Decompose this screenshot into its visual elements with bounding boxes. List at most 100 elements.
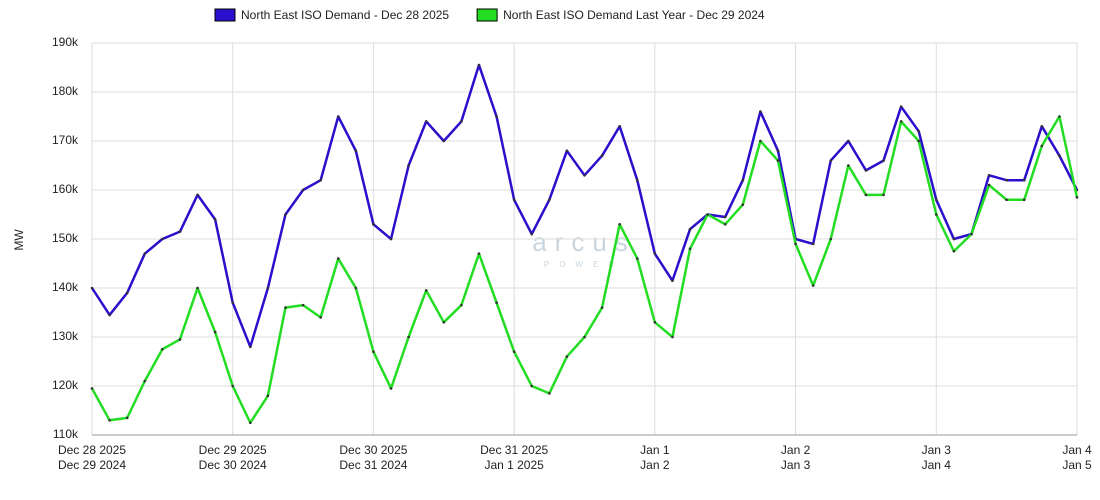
series-point [389, 387, 393, 390]
series-point [1005, 178, 1008, 182]
series-point [1040, 144, 1044, 148]
series-point [688, 227, 692, 231]
y-tick-label: 150k [52, 231, 79, 245]
series-point [723, 215, 727, 219]
series-point [583, 174, 586, 177]
x-tick-label: Jan 2 [781, 443, 811, 457]
x-tick-label-last-year: Jan 1 2025 [484, 458, 544, 472]
y-tick-label: 160k [52, 182, 79, 196]
series-point [706, 213, 709, 216]
series-point [161, 347, 164, 351]
x-tick-label: Dec 29 2025 [199, 443, 267, 457]
x-tick-label: Dec 30 2025 [339, 443, 407, 457]
series-point [442, 321, 446, 324]
x-tick-label-last-year: Dec 31 2024 [339, 458, 407, 472]
series-point [495, 115, 498, 118]
series-point [213, 330, 217, 334]
series-point [565, 355, 569, 358]
series-point [178, 230, 182, 233]
series-point [548, 392, 551, 395]
legend-label: North East ISO Demand - Dec 28 2025 [241, 8, 449, 22]
series-point [495, 301, 498, 305]
series-point [1058, 154, 1061, 157]
series-point [354, 286, 358, 290]
x-tick-label-last-year: Jan 2 [640, 458, 670, 472]
series-point [864, 193, 868, 197]
series-point [794, 242, 797, 246]
y-axis-label: MW [12, 229, 26, 251]
series-point [829, 237, 833, 241]
series-point [336, 257, 340, 260]
series-point [653, 321, 657, 324]
series-point [424, 120, 428, 123]
series-point [284, 213, 287, 216]
legend-label: North East ISO Demand Last Year - Dec 29… [503, 8, 765, 22]
series-point [266, 286, 270, 290]
series-point [424, 289, 428, 292]
series-point [1022, 198, 1026, 202]
series-point [548, 198, 551, 202]
series-point [90, 387, 94, 390]
series-point [847, 139, 850, 143]
series-point [354, 149, 358, 153]
y-tick-label: 140k [52, 280, 79, 294]
series-point [301, 303, 305, 307]
series-point [635, 178, 639, 182]
x-tick-label-last-year: Dec 30 2024 [199, 458, 267, 472]
series-point [723, 223, 727, 226]
series-point [776, 149, 780, 153]
series-point [442, 139, 446, 143]
series-point [811, 284, 815, 287]
y-tick-label: 180k [52, 84, 79, 98]
series-point [565, 149, 569, 153]
x-tick-label: Jan 3 [922, 443, 952, 457]
series-point [1005, 198, 1008, 202]
series-point [882, 159, 885, 162]
series-line [90, 63, 1079, 349]
series-point [143, 252, 147, 255]
series-point [477, 63, 481, 67]
series-point [90, 286, 94, 290]
series-point [231, 384, 235, 388]
series-point [600, 306, 604, 309]
series-point [952, 249, 956, 253]
watermark: arcus [532, 227, 636, 257]
series-point [143, 379, 147, 383]
legend-swatch [476, 8, 498, 22]
series-point [161, 237, 164, 241]
series-point [108, 313, 111, 317]
series-point [512, 350, 516, 354]
series-point [389, 237, 393, 241]
series-point [600, 154, 604, 157]
series-point [917, 139, 920, 143]
series-point [987, 174, 991, 177]
series-point [178, 338, 182, 341]
series-point [407, 335, 410, 339]
series-line [90, 115, 1079, 424]
series-point [372, 223, 375, 226]
y-tick-label: 130k [52, 329, 79, 343]
series-point [266, 394, 270, 398]
series-point [1075, 196, 1079, 199]
series-point [934, 213, 938, 216]
series-point [759, 110, 762, 113]
series-point [512, 198, 516, 202]
x-tick-label-last-year: Jan 3 [781, 458, 811, 472]
series-point [653, 252, 657, 255]
y-tick-label: 190k [52, 35, 79, 49]
series-point [776, 159, 780, 162]
series-point [899, 120, 903, 123]
series-point [899, 105, 903, 108]
series-point [125, 291, 129, 295]
series-point [284, 306, 287, 309]
series-point [583, 335, 586, 339]
series-point [1022, 178, 1026, 182]
x-tick-label: Dec 28 2025 [58, 443, 126, 457]
y-tick-label: 170k [52, 133, 79, 147]
legend-swatch [214, 8, 236, 22]
series-point [917, 129, 920, 133]
series-point [530, 384, 534, 388]
series-point [319, 178, 322, 182]
